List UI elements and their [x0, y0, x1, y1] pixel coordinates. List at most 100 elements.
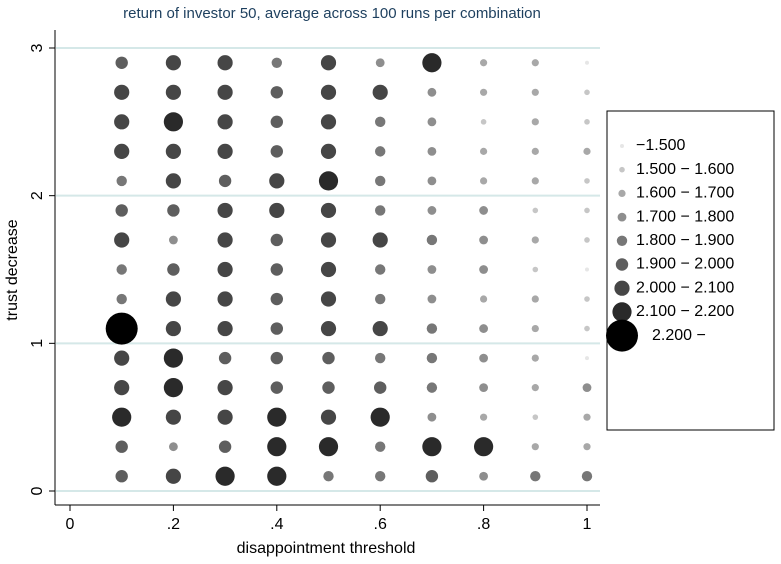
bubble	[114, 84, 130, 100]
bubble	[218, 174, 232, 188]
bubble	[320, 202, 337, 219]
bubble	[375, 58, 385, 68]
bubble	[479, 353, 488, 363]
bubble	[217, 55, 233, 71]
bubble	[584, 119, 590, 125]
y-tick-label: 0	[29, 486, 46, 495]
bubble	[320, 261, 337, 278]
bubble	[270, 322, 283, 335]
bubble	[372, 84, 388, 100]
bubble	[375, 293, 386, 305]
bubble	[323, 471, 334, 482]
bubble	[582, 383, 592, 393]
bubble	[427, 176, 437, 186]
bubble	[215, 466, 235, 486]
bubble	[531, 384, 539, 392]
bubble	[271, 57, 282, 68]
bubble	[584, 178, 590, 184]
bubble	[375, 175, 386, 187]
bubble	[531, 354, 539, 362]
bubble	[375, 116, 386, 128]
legend-label: 1.900 − 2.000	[636, 256, 734, 273]
bubble	[531, 88, 539, 96]
bubble	[532, 207, 539, 214]
legend-label: 1.600 − 1.700	[636, 185, 734, 202]
bubble	[480, 119, 487, 125]
bubble	[426, 352, 438, 364]
bubble	[270, 233, 283, 247]
legend-label: 2.100 − 2.200	[636, 303, 734, 320]
bubble	[583, 443, 591, 451]
bubble	[217, 114, 233, 130]
x-tick-label: .4	[270, 516, 283, 533]
bubble	[375, 471, 386, 482]
bubble	[112, 407, 132, 427]
bubble	[584, 237, 590, 243]
bubble	[531, 295, 539, 303]
bubble	[217, 143, 233, 159]
bubble	[114, 143, 130, 159]
bubble	[427, 206, 437, 215]
legend-marker	[606, 319, 638, 352]
bubble	[479, 383, 488, 393]
bubble	[163, 348, 183, 368]
bubble	[584, 296, 590, 302]
bubble	[318, 171, 339, 191]
bubble	[532, 266, 539, 273]
bubble	[116, 293, 127, 305]
bubble	[116, 175, 127, 187]
bubble	[270, 292, 283, 306]
bubble	[374, 381, 387, 394]
bubble	[427, 265, 437, 274]
bubble	[165, 143, 181, 159]
bubble	[372, 232, 388, 248]
legend-marker	[620, 144, 624, 148]
bubble	[318, 437, 339, 457]
bubble	[320, 409, 337, 425]
bubble	[531, 324, 539, 333]
bubble	[480, 413, 488, 421]
bubble	[584, 325, 590, 332]
bubble	[114, 350, 130, 366]
y-tick-label: 3	[29, 43, 46, 52]
x-tick-label: 0	[66, 516, 75, 533]
bubble	[320, 114, 337, 130]
bubble	[320, 291, 337, 307]
bubble	[167, 263, 180, 276]
bubble	[480, 295, 488, 303]
bubble	[114, 114, 130, 130]
bubble	[218, 440, 232, 453]
bubble	[372, 320, 388, 337]
bubble	[116, 264, 127, 275]
bubble	[427, 87, 437, 97]
bubble	[114, 380, 130, 396]
bubble	[115, 56, 128, 69]
bubble	[585, 60, 589, 65]
bubble	[269, 202, 285, 219]
y-tick-label: 1	[29, 339, 46, 348]
legend-label: −1.500	[636, 137, 685, 154]
legend-marker	[618, 189, 626, 197]
x-tick-label: .8	[477, 516, 490, 533]
bubble	[375, 264, 386, 275]
bubble	[375, 441, 386, 452]
y-tick-label: 2	[29, 191, 46, 200]
x-axis-title: disappointment threshold	[237, 540, 416, 557]
bubble	[480, 59, 488, 67]
bubble	[425, 470, 439, 483]
bubble	[581, 471, 593, 482]
legend-marker	[617, 212, 627, 222]
x-tick-label: .6	[374, 516, 387, 533]
bubble	[584, 207, 590, 214]
bubble	[320, 84, 337, 100]
bubble	[165, 291, 181, 307]
bubble	[532, 414, 539, 420]
bubble	[169, 235, 178, 245]
bubble	[320, 232, 337, 248]
legend-label: 2.000 − 2.100	[636, 279, 734, 296]
bubble	[169, 442, 178, 452]
legend-label: 1.700 − 1.800	[636, 208, 734, 225]
bubble	[531, 443, 539, 451]
legend-box	[606, 110, 775, 431]
